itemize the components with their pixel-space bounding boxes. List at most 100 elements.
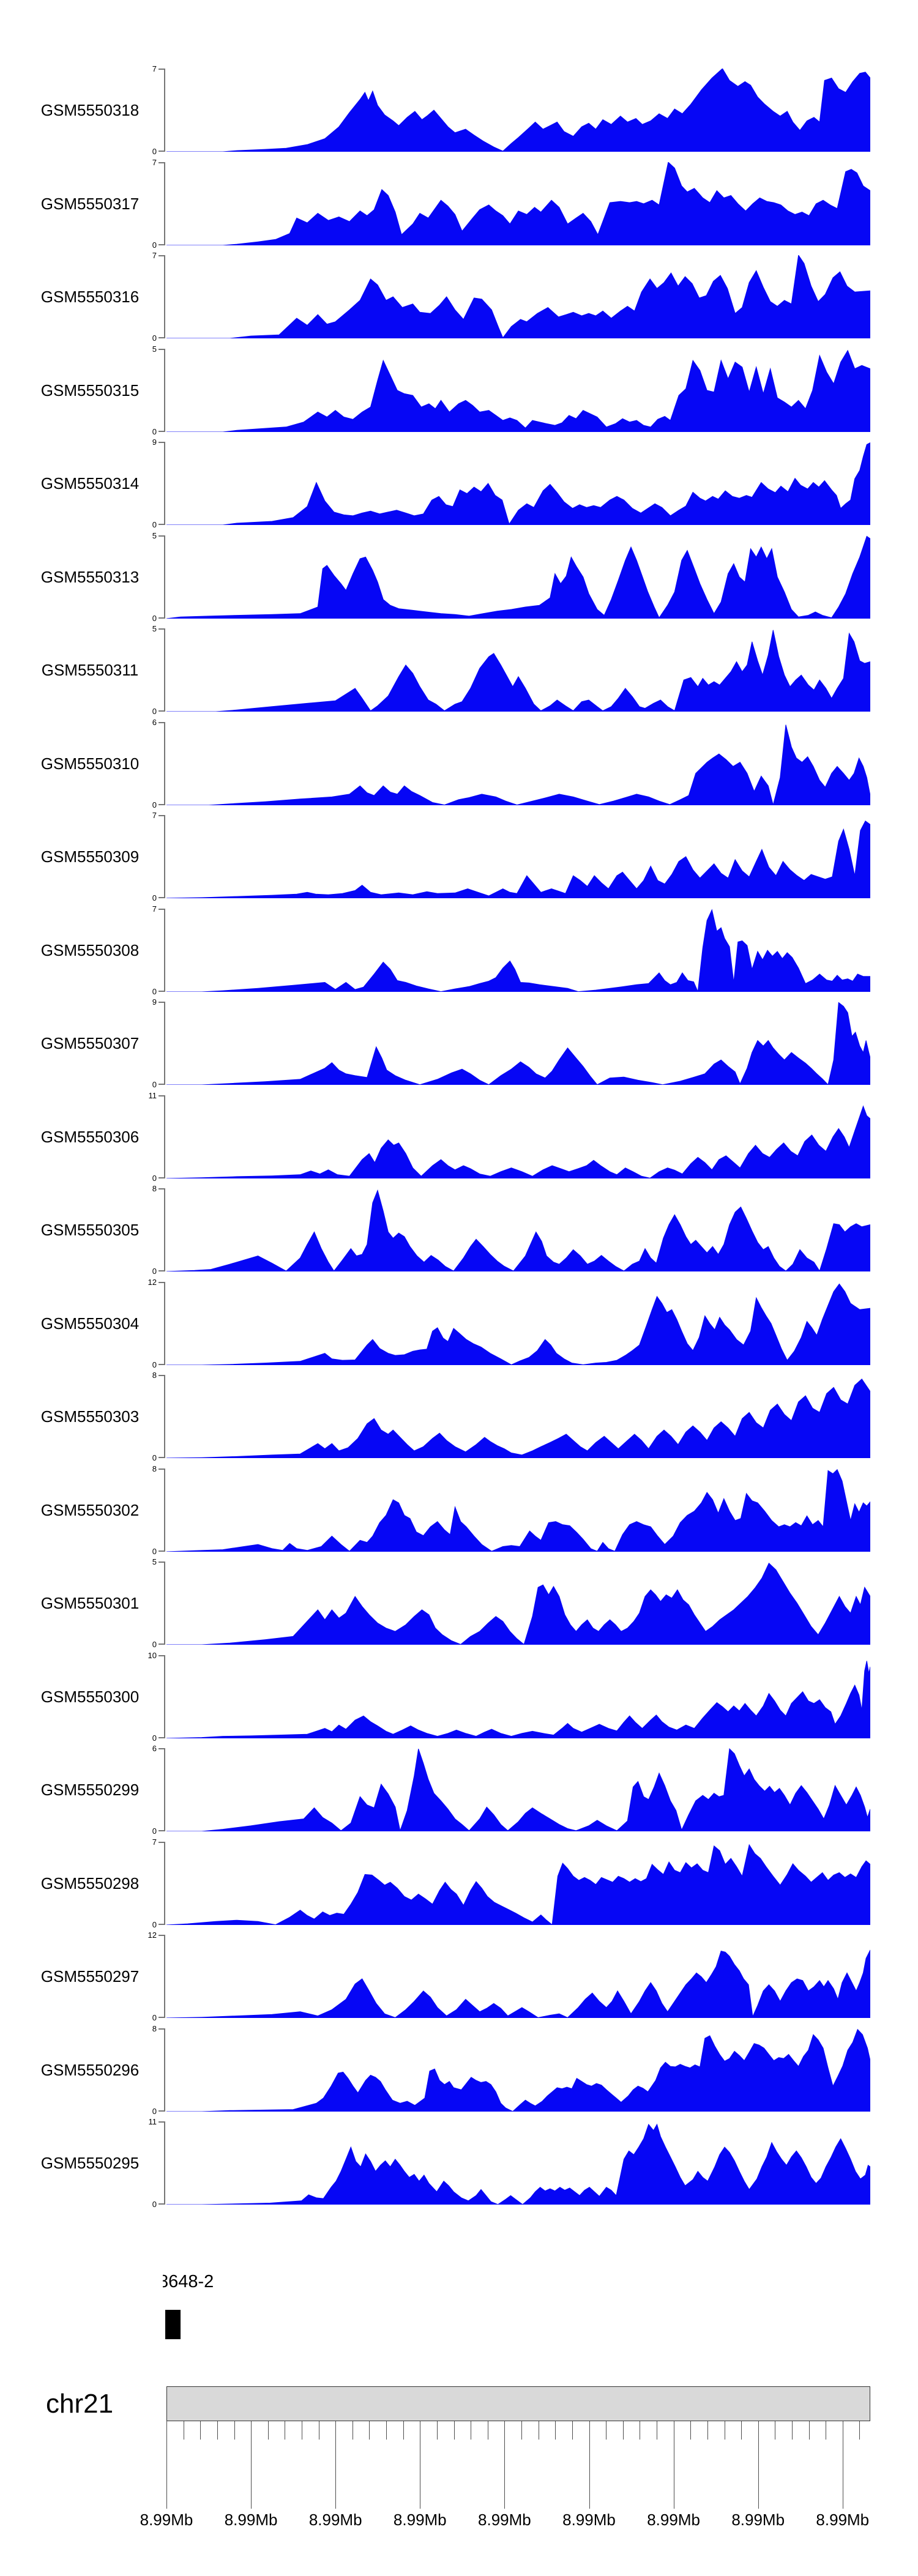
track-row: GSM5550310 6 0 [0,718,918,809]
track-label: GSM5550306 [40,1127,140,1146]
y-axis-min-label: 0 [152,707,157,716]
y-axis-max-label: 8 [152,2023,157,2033]
track-label: GSM5550316 [40,288,140,306]
track-row: GSM5550303 8 0 [0,1371,918,1462]
y-axis-max-label: 5 [152,1557,157,1566]
y-axis-bracket [159,1281,165,1365]
signal-area-shape [166,1002,870,1085]
y-axis-max-label: 9 [152,437,157,447]
signal-area-plot [166,1660,870,1738]
track-label: GSM5550308 [40,940,140,959]
signal-area-plot [166,1949,870,2018]
signal-area-shape [166,1104,870,1178]
y-axis-bracket [159,1375,165,1458]
track-label: GSM5550314 [40,474,140,493]
gene-exon-box [165,2310,181,2339]
y-axis-bracket [159,1935,165,2018]
signal-area-shape [166,1949,870,2018]
signal-area-shape [166,535,870,619]
track-label: GSM5550295 [40,2154,140,2172]
track-label: GSM5550307 [40,1034,140,1052]
signal-area-shape [166,349,870,432]
track-row: GSM5550304 12 0 [0,1278,918,1369]
y-axis-max-label: 5 [152,530,157,540]
y-axis-max-label: 8 [152,1184,157,1193]
signal-area-plot [166,1379,870,1458]
y-axis-bracket [159,908,165,992]
track-row: GSM5550316 7 0 [0,251,918,342]
y-axis-min-label: 0 [152,1640,157,1649]
axis-minor-tick [453,2421,455,2440]
signal-area-plot [166,820,870,898]
y-axis-min-label: 0 [152,1919,157,1929]
axis-tick-label: 8.99Mb [308,2511,362,2529]
axis-major-tick [166,2421,167,2509]
y-axis-bracket [159,69,165,152]
signal-area-plot [166,1748,870,1831]
axis-tick-label: 8.99Mb [478,2511,531,2529]
y-axis-bracket [159,1468,165,1552]
signal-area-plot [166,1002,870,1085]
signal-area-plot [166,69,870,152]
track-label: GSM5550297 [40,1967,140,1986]
y-axis-bracket [159,815,165,898]
y-axis-max-label: 7 [152,251,157,260]
y-axis-bracket [159,1655,165,1738]
track-row: GSM5550314 9 0 [0,438,918,529]
signal-area-shape [166,1748,870,1831]
signal-area-shape [166,2123,870,2205]
y-axis-bracket [159,1002,165,1085]
y-axis-min-label: 0 [152,333,157,343]
track-label: GSM5550305 [40,1221,140,1239]
y-axis-min-label: 0 [152,1267,157,1276]
axis-minor-tick [521,2421,522,2440]
axis-minor-tick [234,2421,235,2440]
y-axis-min-label: 0 [152,2200,157,2209]
axis-major-tick [335,2421,337,2509]
axis-tick-label: 8.99Mb [562,2511,616,2529]
y-axis-min-label: 0 [152,2106,157,2116]
track-row: GSM5550318 7 0 [0,65,918,155]
y-axis-max-label: 5 [152,344,157,354]
track-row: GSM5550295 11 0 [0,2118,918,2209]
track-row: GSM5550309 7 0 [0,811,918,902]
track-row: GSM5550299 6 0 [0,1744,918,1835]
axis-minor-tick [690,2421,692,2440]
signal-area-shape [166,1469,870,1552]
axis-minor-tick [386,2421,387,2440]
axis-tick-label: 8.99Mb [816,2511,870,2529]
y-axis-max-label: 7 [152,157,157,167]
y-axis-max-label: 11 [148,1090,157,1100]
track-row: GSM5550306 11 0 [0,1090,918,1182]
axis-minor-tick [622,2421,624,2440]
track-row: GSM5550298 7 0 [0,1838,918,1929]
track-label: GSM5550315 [40,381,140,400]
track-row: GSM5550308 7 0 [0,905,918,996]
y-axis-max-label: 10 [147,1650,157,1660]
signal-area-shape [166,630,870,712]
signal-area-shape [166,69,870,152]
y-axis-min-label: 0 [152,613,157,623]
track-label: GSM5550313 [40,567,140,586]
y-axis-max-label: 7 [152,811,157,820]
signal-area-plot [166,1469,870,1552]
y-axis-max-label: 5 [152,624,157,633]
chromosome-label: chr21 [46,2389,114,2419]
y-axis-min-label: 0 [152,1173,157,1183]
signal-area-shape [166,908,870,992]
y-axis-min-label: 0 [152,1733,157,1743]
axis-tick-label: 8.99Mb [224,2511,278,2529]
axis-major-tick [504,2421,506,2509]
axis-minor-tick [403,2421,404,2440]
track-label: GSM5550303 [40,1407,140,1426]
axis-minor-tick [267,2421,269,2440]
track-row: GSM5550305 8 0 [0,1184,918,1275]
gene-label: 8648-2 [163,2271,228,2293]
signal-area-plot [166,2123,870,2205]
y-axis-bracket [159,1095,165,1178]
axis-minor-tick [707,2421,708,2440]
track-label: GSM5550298 [40,1874,140,1893]
signal-area-shape [166,255,870,338]
track-label: GSM5550304 [40,1314,140,1333]
